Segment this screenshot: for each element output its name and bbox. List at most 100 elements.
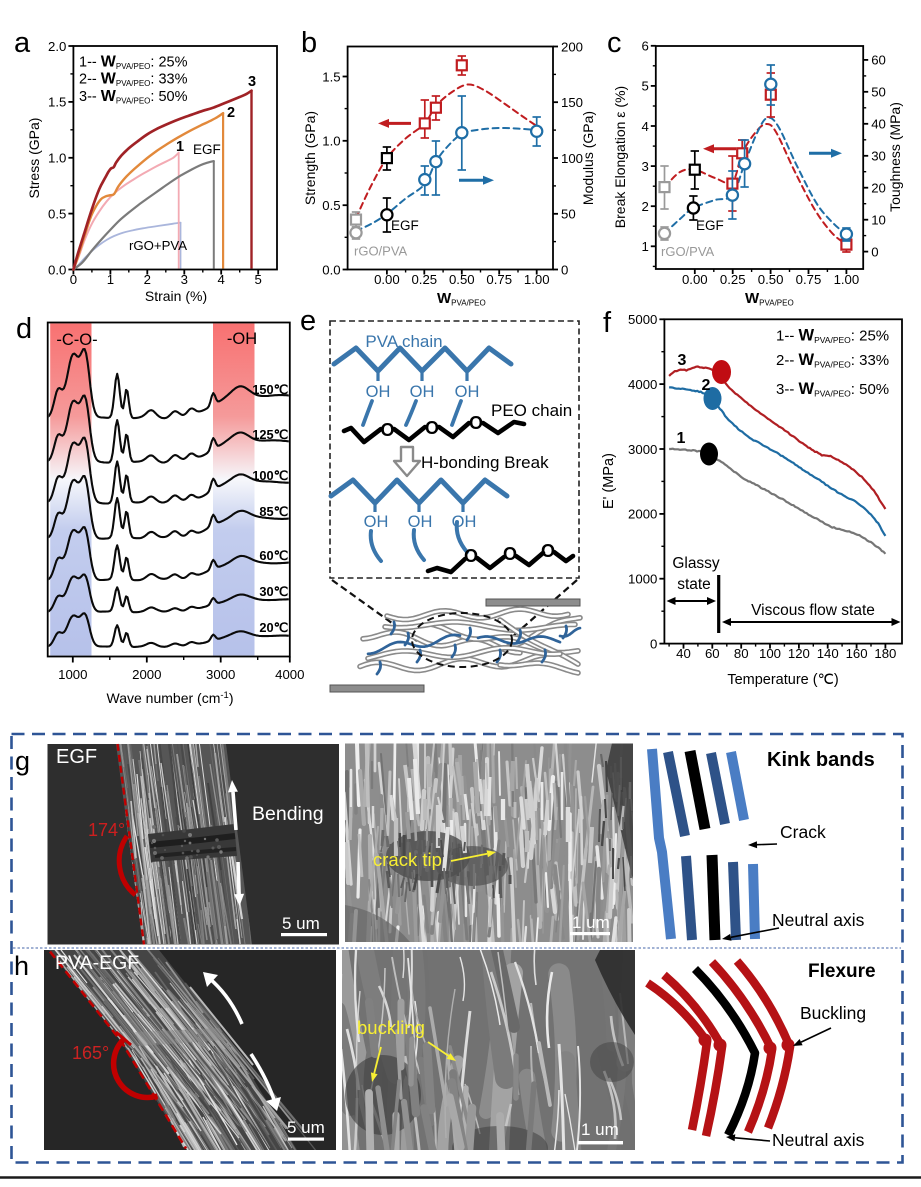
svg-text:OH: OH: [408, 513, 433, 531]
svg-text:1.0: 1.0: [322, 134, 340, 149]
svg-text:180: 180: [874, 646, 896, 661]
svg-text:Neutral axis: Neutral axis: [772, 1130, 865, 1150]
svg-text:Stress (GPa): Stress (GPa): [26, 118, 42, 199]
svg-text:EGF: EGF: [391, 218, 419, 233]
svg-text:2: 2: [702, 377, 711, 394]
svg-text:b: b: [301, 27, 317, 59]
svg-text:100: 100: [759, 646, 781, 661]
svg-text:0.00: 0.00: [374, 272, 400, 287]
svg-text:crack tip: crack tip: [373, 849, 442, 870]
svg-text:125℃: 125℃: [252, 427, 288, 442]
svg-text:OH: OH: [410, 383, 435, 401]
svg-text:100℃: 100℃: [252, 468, 288, 483]
svg-text:Modulus (GPa): Modulus (GPa): [580, 111, 596, 205]
svg-text:0: 0: [871, 244, 878, 259]
svg-text:3-- WPVA/PEO: 50%: 3-- WPVA/PEO: 50%: [776, 380, 889, 399]
svg-text:1 um: 1 um: [572, 913, 610, 932]
svg-text:Strain (%): Strain (%): [145, 288, 207, 304]
svg-text:85℃: 85℃: [259, 504, 288, 519]
svg-text:3: 3: [248, 74, 256, 90]
svg-text:3: 3: [181, 272, 188, 287]
svg-text:3000: 3000: [206, 667, 235, 682]
svg-text:1: 1: [641, 239, 648, 254]
svg-text:2: 2: [227, 105, 235, 121]
svg-text:1.00: 1.00: [524, 272, 550, 287]
svg-text:O: O: [425, 418, 439, 438]
svg-text:O: O: [503, 544, 517, 564]
svg-text:0: 0: [561, 262, 568, 277]
svg-text:-OH: -OH: [227, 330, 257, 348]
svg-text:Temperature (℃): Temperature (℃): [727, 672, 838, 688]
svg-text:5 um: 5 um: [282, 914, 320, 933]
svg-text:PEO chain: PEO chain: [491, 401, 572, 420]
svg-text:buckling: buckling: [357, 1017, 425, 1038]
svg-text:80: 80: [734, 646, 749, 661]
svg-text:WPVA/PEO: WPVA/PEO: [437, 290, 486, 308]
svg-text:50: 50: [561, 207, 576, 222]
svg-text:1: 1: [176, 139, 184, 155]
svg-text:40: 40: [676, 646, 691, 661]
svg-text:1000: 1000: [628, 572, 657, 587]
svg-text:O: O: [380, 420, 394, 440]
svg-text:140: 140: [817, 646, 839, 661]
svg-text:150: 150: [561, 95, 583, 110]
svg-text:60℃: 60℃: [259, 548, 288, 563]
svg-text:1: 1: [107, 272, 114, 287]
svg-text:4000: 4000: [275, 667, 304, 682]
svg-text:c: c: [607, 27, 622, 59]
svg-text:2000: 2000: [628, 507, 657, 522]
svg-text:4000: 4000: [628, 377, 657, 392]
svg-text:0.25: 0.25: [720, 272, 746, 287]
svg-text:5: 5: [255, 272, 262, 287]
svg-text:3000: 3000: [628, 442, 657, 457]
svg-text:0.00: 0.00: [682, 272, 708, 287]
svg-text:1 um: 1 um: [581, 1120, 619, 1139]
svg-text:0.0: 0.0: [322, 262, 340, 277]
svg-text:0: 0: [650, 636, 657, 651]
svg-text:30: 30: [871, 149, 886, 164]
svg-text:1.5: 1.5: [48, 95, 66, 110]
svg-text:0.5: 0.5: [48, 206, 66, 221]
svg-text:rGO+PVA: rGO+PVA: [129, 238, 187, 253]
svg-text:0.5: 0.5: [322, 198, 340, 213]
svg-text:10: 10: [871, 213, 886, 228]
svg-text:3-- WPVA/PEO: 50%: 3-- WPVA/PEO: 50%: [79, 88, 188, 106]
svg-text:5 um: 5 um: [287, 1118, 325, 1137]
svg-text:1.0: 1.0: [48, 151, 66, 166]
svg-text:OH: OH: [364, 513, 389, 531]
svg-text:174°: 174°: [88, 820, 125, 840]
svg-text:Break Elongation ε (%): Break Elongation ε (%): [612, 86, 628, 228]
svg-text:PVA chain: PVA chain: [365, 332, 442, 351]
svg-text:Bending: Bending: [252, 803, 324, 825]
svg-text:2: 2: [144, 272, 151, 287]
svg-text:0.25: 0.25: [411, 272, 437, 287]
svg-text:5: 5: [641, 79, 648, 94]
svg-text:6: 6: [641, 39, 648, 54]
svg-text:100: 100: [561, 151, 583, 166]
svg-text:2000: 2000: [132, 667, 161, 682]
svg-text:-C-O-: -C-O-: [56, 331, 97, 349]
svg-text:OH: OH: [455, 383, 480, 401]
svg-text:1.00: 1.00: [834, 272, 860, 287]
svg-text:Crack: Crack: [780, 822, 826, 842]
svg-text:d: d: [16, 313, 32, 345]
svg-text:120: 120: [788, 646, 810, 661]
svg-text:O: O: [541, 541, 555, 561]
svg-text:H-bonding Break: H-bonding Break: [421, 453, 549, 472]
svg-text:1-- WPVA/PEO: 25%: 1-- WPVA/PEO: 25%: [776, 327, 889, 346]
svg-text:1-- WPVA/PEO: 25%: 1-- WPVA/PEO: 25%: [79, 54, 188, 72]
svg-text:Wave number (cm-1): Wave number (cm-1): [107, 690, 234, 706]
svg-text:PVA-EGF: PVA-EGF: [55, 952, 139, 974]
svg-text:1000: 1000: [58, 667, 87, 682]
svg-text:0.75: 0.75: [486, 272, 512, 287]
svg-text:20℃: 20℃: [259, 620, 288, 635]
svg-text:50: 50: [871, 85, 886, 100]
svg-text:EGF: EGF: [696, 218, 724, 233]
svg-text:40: 40: [871, 117, 886, 132]
svg-text:30℃: 30℃: [259, 584, 288, 599]
svg-text:60: 60: [871, 53, 886, 68]
svg-text:1.5: 1.5: [322, 69, 340, 84]
svg-text:state: state: [677, 576, 711, 593]
svg-text:0.50: 0.50: [758, 272, 784, 287]
svg-text:g: g: [15, 746, 30, 776]
